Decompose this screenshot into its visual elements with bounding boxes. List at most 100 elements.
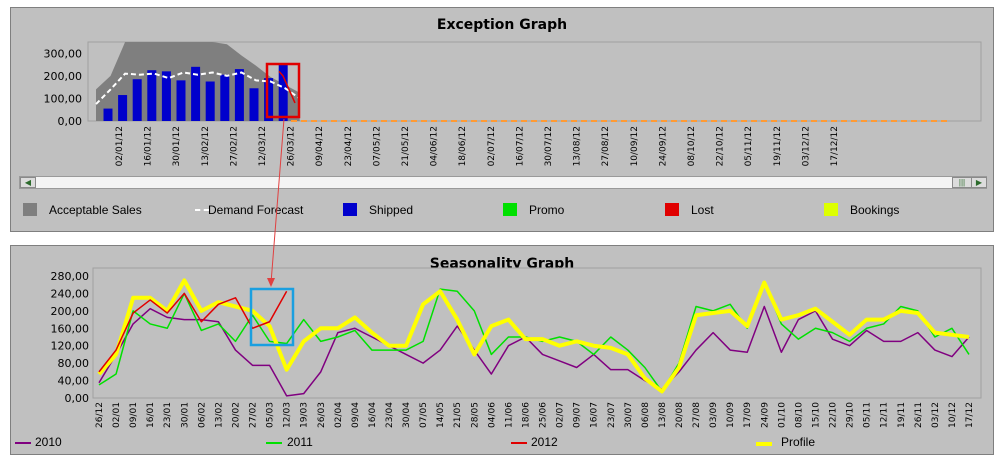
x-tick-label: 10/09/12 [630,126,640,166]
legend-label: Shipped [369,203,414,217]
shipped-bar [103,108,113,121]
legend-label: 2012 [531,435,558,449]
legend-swatch [343,203,357,216]
x-tick-label: 15/10 [811,402,821,428]
x-tick-label: 10/09 [726,402,736,428]
scroll-left-button[interactable]: ◀ [20,177,36,188]
x-tick-label: 12/11 [880,402,890,428]
shipped-bar [234,69,244,121]
x-tick-label: 30/01/12 [172,126,182,166]
legend-swatch [503,203,517,216]
shipped-bar [249,88,259,121]
x-tick-label: 10/12 [948,402,958,428]
x-tick-label: 02/07 [556,402,566,428]
x-tick-label: 16/07/12 [515,126,525,166]
x-tick-label: 02/07/12 [487,126,497,166]
legend-label: Promo [529,203,565,217]
x-tick-label: 24/09/12 [658,126,668,166]
x-tick-label: 18/06 [521,402,531,428]
x-tick-label: 17/12 [965,402,975,428]
exception-graph-panel: Exception Graph 0,00 100,00 200,00 300,00 02… [10,7,994,232]
x-tick-label: 24/09 [760,402,770,428]
y-tick-label: 120,00 [51,340,90,353]
x-tick-label: 30/07 [624,402,634,428]
x-tick-label: 20/02 [231,402,241,428]
x-tick-label: 17/12/12 [830,126,840,166]
x-tick-label: 13/08/12 [573,126,583,166]
legend-swatch [824,203,838,216]
x-tick-label: 30/04 [402,402,412,428]
shipped-bar [147,70,157,121]
x-tick-label: 27/02/12 [229,126,239,166]
legend-label: Profile [781,435,816,449]
x-tick-label: 07/05/12 [372,126,382,166]
x-tick-label: 16/01/12 [144,126,154,166]
x-tick-label: 06/02 [197,402,207,428]
x-tick-label: 12/03/12 [258,126,268,166]
legend-swatch [15,442,31,444]
x-tick-label: 08/10 [794,402,804,428]
x-tick-label: 07/05 [419,402,429,428]
series-line-2010 [98,305,970,397]
x-tick-label: 09/04/12 [315,126,325,166]
x-tick-label: 12/03 [283,402,293,428]
x-tick-label: 05/11/12 [744,126,754,166]
y-tick-label: 240,00 [51,287,90,300]
x-tick-label: 14/05 [436,402,446,428]
x-tick-label: 19/03 [300,402,310,428]
shipped-bar [191,66,201,121]
x-tick-label: 03/12 [931,402,941,428]
y-tick-label: 40,00 [58,375,90,388]
x-tick-label: 05/11 [863,402,873,428]
legend-label: 2010 [35,435,62,449]
shipped-bar [161,71,171,121]
y-tick-label: 0,00 [65,392,90,405]
exception-graph-title: Exception Graph [436,17,568,33]
y-tick-label: 280,00 [51,270,90,283]
x-tick-label: 19/11/12 [773,126,783,166]
x-tick-label: 26/03 [317,402,327,428]
x-tick-label: 22/10/12 [716,126,726,166]
legend-label: Bookings [850,203,900,217]
seasonality-graph-plot: 0,00 40,00 80,00 120,00 160,00 200,00 240,00 28… [51,267,982,428]
x-tick-label: 21/05 [453,402,463,428]
shipped-bar [220,74,230,121]
x-tick-label: 09/01 [129,402,139,428]
x-tick-label: 23/04/12 [344,126,354,166]
x-tick-label: 30/07/12 [544,126,554,166]
y-tick-label: 200,00 [51,305,90,318]
x-tick-label: 30/01 [180,402,190,428]
legend-label: 2011 [287,435,313,449]
x-tick-label: 18/06/12 [458,126,468,166]
scroll-right-button[interactable]: ▶ [971,177,987,188]
x-tick-label: 23/01 [163,402,173,428]
x-tick-label: 23/04 [385,402,395,428]
x-tick-label: 21/05/12 [401,126,411,166]
legend-label: Lost [691,203,714,217]
x-tick-label: 08/10/12 [687,126,697,166]
x-tick-label: 02/01/12 [115,126,125,166]
x-tick-label: 02/04 [334,402,344,428]
legend-swatch [665,203,679,216]
legend-label: Acceptable Sales [49,203,142,217]
scroll-thumb[interactable]: ||| [952,177,972,188]
x-tick-label: 09/04 [351,402,361,428]
x-tick-label: 22/10 [829,402,839,428]
x-tick-label: 13/02 [214,402,224,428]
series-line-profile [97,278,970,394]
x-tick-label: 11/06 [504,402,514,428]
x-tick-label: 28/05 [470,402,480,428]
shipped-bar [264,78,274,121]
x-tick-label: 25/06 [539,402,549,428]
x-tick-label: 26/12 [95,402,105,428]
x-tick-label: 04/06/12 [430,126,440,166]
x-tick-label: 06/08 [641,402,651,428]
x-tick-label: 16/07 [590,402,600,428]
x-tick-label: 17/09 [743,402,753,428]
legend-swatch [511,442,527,444]
x-tick-label: 26/11 [914,402,924,428]
x-tick-label: 29/10 [846,402,856,428]
x-tick-label: 27/02 [249,402,259,428]
exception-graph-scrollbar[interactable]: ◀ ||| ▶ [19,176,987,189]
x-tick-label: 05/03 [266,402,276,428]
